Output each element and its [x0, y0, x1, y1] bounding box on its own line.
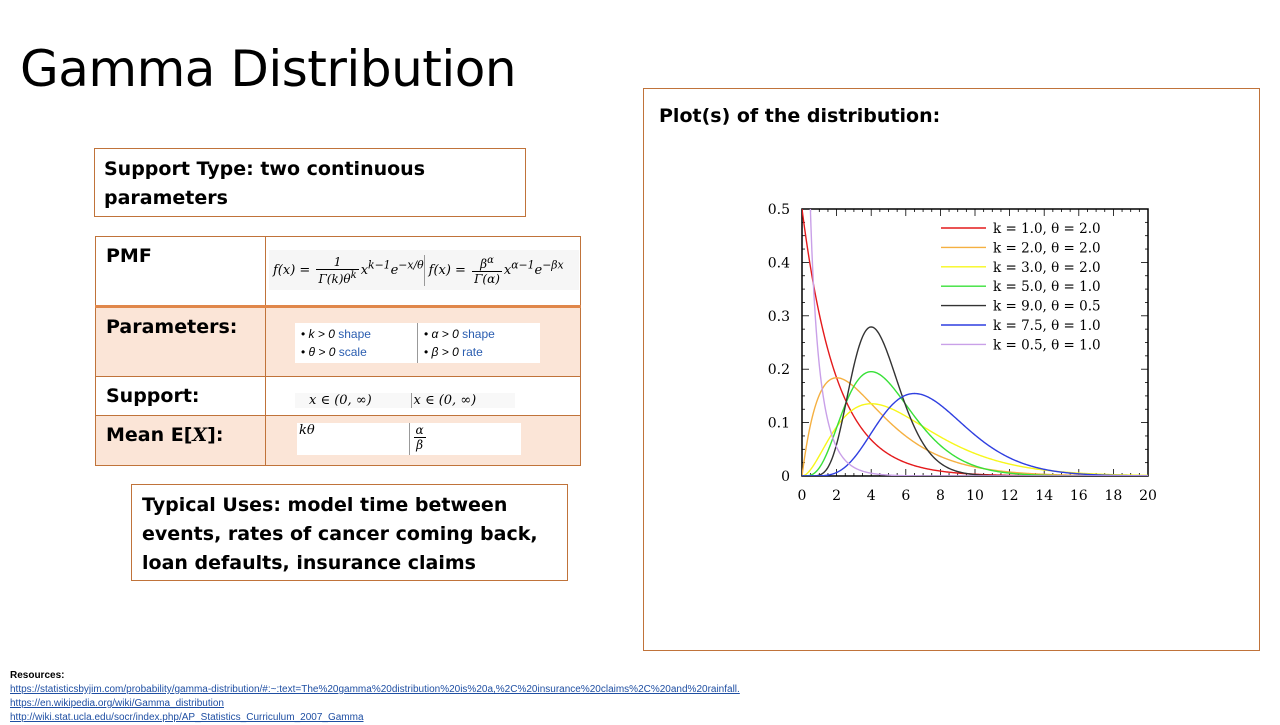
- support-values: x ∈ (0, ∞) x ∈ (0, ∞): [295, 390, 515, 410]
- resource-link-ucla[interactable]: http://wiki.stat.ucla.edu/socr/index.php…: [10, 712, 364, 723]
- mean-right-den: β: [416, 438, 424, 452]
- legend-entry-4: k = 5.0, θ = 1.0: [993, 279, 1101, 295]
- x-tick-label: 10: [966, 488, 984, 504]
- x-tick-label: 18: [1104, 488, 1122, 504]
- legend-entry-3: k = 3.0, θ = 2.0: [993, 260, 1101, 276]
- legend-entry-1: k = 1.0, θ = 2.0: [993, 221, 1101, 237]
- x-tick-label: 6: [901, 488, 910, 504]
- resources: Resources: https://statisticsbyjim.com/p…: [10, 669, 740, 725]
- support-right: x ∈ (0, ∞): [410, 392, 515, 408]
- mean-right-num: α: [413, 423, 426, 438]
- param-theta: θ > 0: [308, 345, 336, 359]
- resources-title: Resources:: [10, 670, 65, 681]
- series-line-5: [802, 326, 1148, 476]
- param-k-desc[interactable]: shape: [338, 327, 371, 341]
- parameters-label: Parameters:: [95, 306, 266, 377]
- series-line-6: [802, 392, 1148, 476]
- series-line-3: [802, 403, 1148, 476]
- support-label: Support:: [95, 376, 266, 416]
- param-beta: β > 0: [431, 345, 459, 359]
- x-tick-label: 4: [867, 488, 876, 504]
- legend-entry-6: k = 7.5, θ = 1.0: [993, 318, 1101, 334]
- mean-label-x: X: [192, 424, 208, 446]
- x-tick-label: 2: [832, 488, 841, 504]
- pmf-formula-shape-rate: f(x) = βα Γ(α) xα−1e−βx: [423, 254, 579, 286]
- param-alpha-desc[interactable]: shape: [462, 327, 495, 341]
- parameters-list: • k > 0 shape • θ > 0 scale • α > 0 shap…: [295, 323, 540, 363]
- legend-entry-5: k = 9.0, θ = 0.5: [993, 299, 1101, 315]
- legend-entry-7: k = 0.5, θ = 1.0: [993, 337, 1101, 353]
- x-tick-label: 12: [1001, 488, 1019, 504]
- y-tick-label: 0.1: [768, 416, 790, 432]
- pmf-formula-shape-scale: f(x) = 1 Γ(k)θk xk−1e−x/θ: [273, 254, 424, 286]
- pmf-row: PMF f(x) = 1 Γ(k)θk xk−1e−x/θ f(x) = βα Γ(α…: [95, 236, 581, 307]
- support-row: Support: x ∈ (0, ∞) x ∈ (0, ∞): [95, 376, 581, 416]
- plot-heading: Plot(s) of the distribution:: [659, 105, 941, 127]
- support-cell: x ∈ (0, ∞) x ∈ (0, ∞): [265, 376, 581, 416]
- slide-title: Gamma Distribution: [20, 40, 517, 98]
- y-tick-label: 0.3: [768, 309, 790, 325]
- mean-label-end: ]:: [207, 424, 224, 446]
- x-tick-label: 20: [1139, 488, 1157, 504]
- properties-table: PMF f(x) = 1 Γ(k)θk xk−1e−x/θ f(x) = βα Γ(α…: [95, 236, 581, 466]
- pmf-label: PMF: [95, 236, 266, 307]
- pmf-formula: f(x) = 1 Γ(k)θk xk−1e−x/θ f(x) = βα Γ(α) xα−…: [269, 250, 579, 290]
- plot-panel: Plot(s) of the distribution: 0 2 4 6 8 10 12 14…: [643, 88, 1260, 651]
- x-tick-label: 0: [798, 488, 807, 504]
- y-tick-label: 0: [781, 469, 790, 485]
- series-line-7: [809, 209, 1148, 476]
- x-tick-label: 16: [1070, 488, 1088, 504]
- mean-left: kθ: [299, 423, 315, 438]
- y-tick-label: 0.2: [768, 362, 790, 378]
- parameters-row: Parameters: • k > 0 shape • θ > 0 scale …: [95, 306, 581, 377]
- x-tick-label: 8: [936, 488, 945, 504]
- support-left: x ∈ (0, ∞): [295, 392, 411, 408]
- x-tick-label: 14: [1035, 488, 1053, 504]
- gamma-pdf-chart: 0 2 4 6 8 10 12 14 16 18 20 0 0.1 0.2 0.3 0.4 0.5 k = 1.0…: [768, 202, 1157, 504]
- y-tick-label: 0.5: [768, 202, 790, 218]
- resource-link-statisticsbyjim[interactable]: https://statisticsbyjim.com/probability/…: [10, 684, 740, 695]
- param-alpha: α > 0: [431, 327, 459, 341]
- param-k: k > 0: [308, 327, 335, 341]
- parameters-cell: • k > 0 shape • θ > 0 scale • α > 0 shap…: [265, 306, 581, 377]
- support-type-box: Support Type: two continuous parameters: [94, 148, 526, 217]
- y-tick-label: 0.4: [768, 255, 790, 271]
- legend-entry-2: k = 2.0, θ = 2.0: [993, 240, 1101, 256]
- mean-label-start: Mean E[: [106, 424, 193, 446]
- typical-uses-box: Typical Uses: model time between events,…: [131, 484, 568, 581]
- param-theta-desc[interactable]: scale: [338, 345, 367, 359]
- pmf-formula-cell: f(x) = 1 Γ(k)θk xk−1e−x/θ f(x) = βα Γ(α) xα−…: [265, 236, 581, 307]
- param-beta-desc[interactable]: rate: [462, 345, 483, 359]
- resource-link-wikipedia[interactable]: https://en.wikipedia.org/wiki/Gamma_dist…: [10, 698, 224, 709]
- mean-label: Mean E[X]:: [95, 415, 266, 466]
